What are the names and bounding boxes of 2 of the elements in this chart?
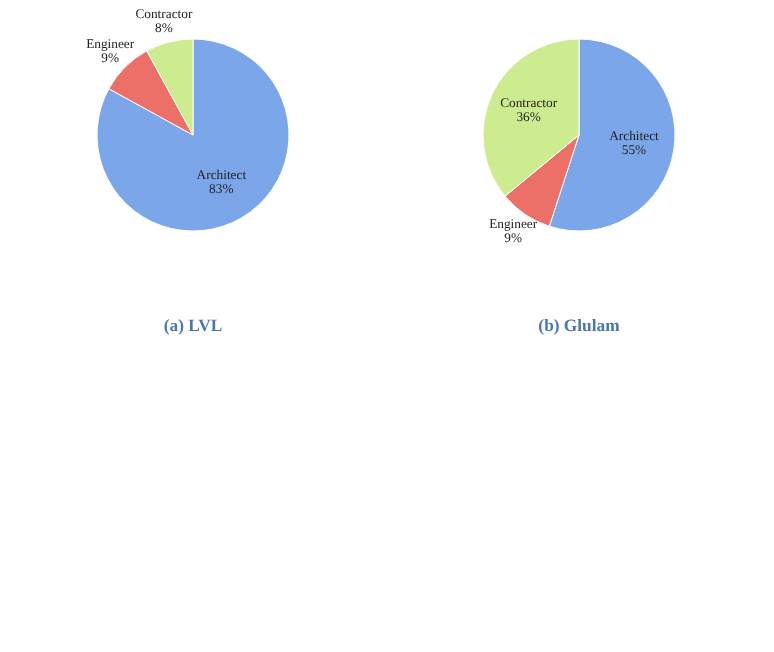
text: (b) Glulam bbox=[538, 315, 622, 335]
text: (a) LVL bbox=[163, 315, 223, 335]
